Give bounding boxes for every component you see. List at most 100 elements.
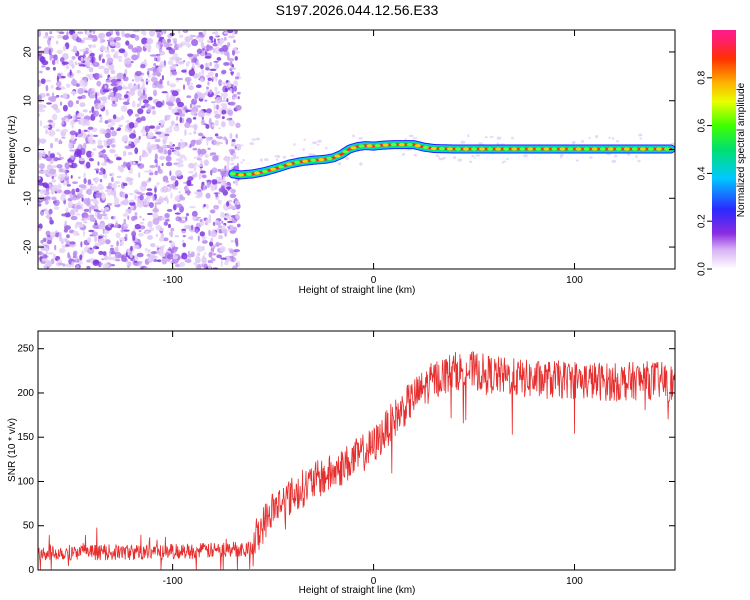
noise-blob <box>155 198 159 204</box>
noise-blob <box>133 227 136 232</box>
noise-blob <box>215 219 219 224</box>
noise-blob <box>191 224 194 231</box>
noise-blob <box>51 59 56 66</box>
noise-blob <box>84 90 88 93</box>
noise-blob <box>184 185 188 192</box>
noise-blob <box>140 105 146 109</box>
noise-blob <box>88 74 94 81</box>
noise-blob <box>79 79 86 87</box>
noise-blob <box>182 84 186 90</box>
noise-blob <box>157 146 164 154</box>
noise-blob <box>227 81 232 88</box>
noise-blob <box>134 75 141 83</box>
noise-blob <box>65 175 69 178</box>
noise-blob <box>147 220 153 228</box>
noise-blob <box>224 155 228 161</box>
noise-blob <box>201 116 205 121</box>
noise-blob <box>200 170 206 174</box>
noise-blob <box>218 38 225 44</box>
noise-blob <box>83 142 87 150</box>
noise-blob <box>149 164 156 169</box>
noise-blob <box>59 139 62 145</box>
noise-blob <box>100 213 108 217</box>
noise-blob <box>77 88 84 95</box>
noise-blob <box>127 248 130 256</box>
noise-blob <box>126 90 129 94</box>
noise-blob <box>137 232 144 237</box>
noise-blob <box>203 123 207 126</box>
noise-blob <box>146 108 152 113</box>
noise-blob <box>223 31 229 35</box>
noise-blob <box>75 37 82 43</box>
noise-blob <box>164 114 172 118</box>
noise-blob <box>139 221 144 225</box>
noise-blob <box>113 225 120 228</box>
noise-blob <box>92 259 100 267</box>
noise-blob <box>100 152 105 156</box>
snr-ylabel: SNR (10 * v/v) <box>7 418 18 482</box>
noise-blob <box>93 72 100 80</box>
noise-blob <box>87 126 94 130</box>
noise-blob <box>163 149 168 155</box>
noise-blob <box>156 125 161 130</box>
noise-blob <box>75 187 80 193</box>
noise-blob <box>45 31 49 37</box>
noise-blob <box>123 218 127 225</box>
noise-blob <box>56 80 62 87</box>
noise-blob <box>131 230 137 237</box>
noise-blob <box>140 63 146 69</box>
noise-blob <box>86 60 91 68</box>
noise-blob <box>179 261 186 267</box>
noise-blob <box>80 161 84 165</box>
noise-blob <box>208 263 212 269</box>
noise-blob <box>510 136 514 140</box>
noise-blob <box>501 161 504 164</box>
y-tick-label: -20 <box>23 239 34 254</box>
noise-blob <box>109 173 113 177</box>
noise-blob <box>235 133 238 139</box>
noise-blob <box>47 119 54 123</box>
noise-blob <box>169 125 173 129</box>
noise-blob <box>41 209 45 212</box>
noise-blob <box>205 185 208 190</box>
noise-blob <box>146 212 153 216</box>
noise-blob <box>159 78 163 86</box>
noise-blob <box>174 212 181 215</box>
noise-blob <box>161 216 167 221</box>
noise-blob <box>108 30 113 33</box>
noise-blob <box>71 64 75 69</box>
noise-blob <box>223 97 226 100</box>
noise-blob <box>211 76 216 79</box>
noise-blob <box>97 161 100 166</box>
noise-blob <box>196 263 202 269</box>
noise-blob <box>218 48 225 52</box>
signal-blob <box>366 144 373 148</box>
noise-blob <box>129 34 137 39</box>
noise-blob <box>237 96 240 100</box>
noise-blob <box>133 260 138 263</box>
noise-blob <box>188 132 192 135</box>
noise-blob <box>69 149 77 152</box>
noise-blob <box>41 65 46 68</box>
noise-blob <box>57 173 65 182</box>
noise-blob <box>234 200 241 205</box>
signal-blob <box>623 147 630 151</box>
noise-blob <box>221 91 228 98</box>
noise-blob <box>120 115 125 121</box>
noise-blob <box>231 139 236 143</box>
noise-blob <box>184 129 187 136</box>
noise-blob <box>120 200 126 206</box>
colorbar-tick-label: 0.4 <box>697 166 708 180</box>
noise-blob <box>171 90 179 97</box>
noise-blob <box>170 227 175 232</box>
noise-blob <box>80 241 83 248</box>
signal-blob <box>639 147 646 151</box>
noise-blob <box>124 145 132 150</box>
noise-blob <box>215 96 222 104</box>
noise-blob <box>133 138 138 146</box>
noise-blob <box>70 174 73 179</box>
noise-blob <box>114 116 122 123</box>
noise-blob <box>65 244 70 247</box>
noise-blob <box>71 197 79 201</box>
noise-blob <box>104 50 110 53</box>
